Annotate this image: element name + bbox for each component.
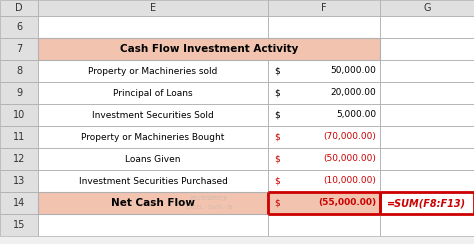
Text: F: F	[321, 3, 327, 13]
Bar	[38, 214, 268, 236]
Bar	[380, 38, 474, 60]
Bar	[380, 16, 474, 38]
Bar	[268, 214, 380, 236]
Text: (70,000.00): (70,000.00)	[323, 132, 376, 142]
Text: D: D	[15, 3, 23, 13]
Text: 7: 7	[16, 44, 22, 54]
Bar	[38, 60, 268, 82]
Text: $: $	[274, 89, 280, 98]
Bar	[0, 214, 38, 236]
Text: (10,000.00): (10,000.00)	[323, 176, 376, 185]
Bar	[268, 148, 380, 170]
Text: 9: 9	[16, 88, 22, 98]
Bar	[0, 170, 38, 192]
Bar	[268, 192, 380, 214]
Text: =SUM(F8:F13): =SUM(F8:F13)	[387, 198, 466, 208]
Text: 10: 10	[13, 110, 25, 120]
Bar	[0, 82, 38, 104]
Text: $: $	[274, 154, 280, 163]
Bar	[38, 126, 268, 148]
Text: 15: 15	[13, 220, 25, 230]
Bar	[0, 126, 38, 148]
Bar	[380, 148, 474, 170]
Text: E: E	[150, 3, 156, 13]
Text: Property or Machineries Bought: Property or Machineries Bought	[82, 132, 225, 142]
Text: 20,000.00: 20,000.00	[330, 89, 376, 98]
Bar	[380, 0, 474, 16]
Bar	[0, 0, 38, 16]
Text: 8: 8	[16, 66, 22, 76]
Bar	[0, 148, 38, 170]
Text: 5,000.00: 5,000.00	[336, 111, 376, 120]
Bar	[38, 192, 268, 214]
Bar	[38, 0, 268, 16]
Bar	[38, 148, 268, 170]
Text: $: $	[274, 67, 280, 75]
Text: (50,000.00): (50,000.00)	[323, 154, 376, 163]
Text: 50,000.00: 50,000.00	[330, 67, 376, 75]
Bar	[0, 16, 38, 38]
Text: Principal of Loans: Principal of Loans	[113, 89, 193, 98]
Bar	[380, 170, 474, 192]
Text: Cash Flow Investment Activity: Cash Flow Investment Activity	[120, 44, 298, 54]
Bar	[380, 126, 474, 148]
Text: $: $	[274, 199, 280, 207]
Bar	[268, 126, 380, 148]
Bar	[38, 16, 268, 38]
Bar	[268, 60, 380, 82]
Bar	[380, 192, 474, 214]
Bar	[380, 82, 474, 104]
Text: Investment Securities Purchased: Investment Securities Purchased	[79, 176, 228, 185]
Bar	[38, 170, 268, 192]
Text: $: $	[274, 132, 280, 142]
Text: 14: 14	[13, 198, 25, 208]
Text: 11: 11	[13, 132, 25, 142]
Text: 6: 6	[16, 22, 22, 32]
Bar	[268, 82, 380, 104]
Text: $: $	[274, 176, 280, 185]
Text: EXCEL · DATA · BI: EXCEL · DATA · BI	[186, 205, 232, 210]
Text: Property or Machineries sold: Property or Machineries sold	[88, 67, 218, 75]
Text: G: G	[423, 3, 431, 13]
Bar	[0, 60, 38, 82]
Text: Loans Given: Loans Given	[125, 154, 181, 163]
Text: exceldemy: exceldemy	[190, 195, 228, 201]
Bar	[380, 104, 474, 126]
Bar	[0, 192, 38, 214]
Bar	[0, 104, 38, 126]
Text: 13: 13	[13, 176, 25, 186]
Bar	[380, 214, 474, 236]
Bar	[380, 60, 474, 82]
Text: Net Cash Flow: Net Cash Flow	[111, 198, 195, 208]
Bar	[268, 104, 380, 126]
Text: (55,000.00): (55,000.00)	[318, 199, 376, 207]
Bar	[0, 38, 38, 60]
Text: 12: 12	[13, 154, 25, 164]
Bar	[268, 16, 380, 38]
Text: Investment Securities Sold: Investment Securities Sold	[92, 111, 214, 120]
Bar	[38, 104, 268, 126]
Bar	[268, 0, 380, 16]
Text: $: $	[274, 111, 280, 120]
Bar	[38, 38, 380, 60]
Bar	[38, 82, 268, 104]
Bar	[268, 170, 380, 192]
